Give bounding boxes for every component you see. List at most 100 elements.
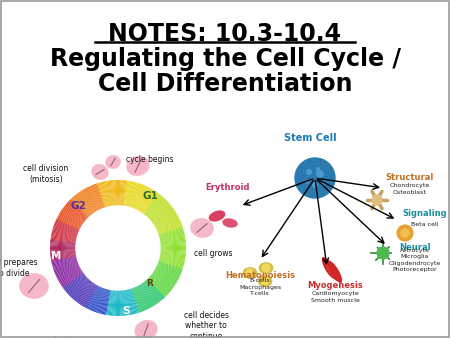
Wedge shape (74, 195, 91, 216)
Wedge shape (143, 193, 159, 214)
Wedge shape (69, 277, 88, 296)
Wedge shape (51, 255, 76, 260)
Wedge shape (119, 180, 122, 206)
Wedge shape (60, 270, 82, 284)
Circle shape (306, 169, 312, 175)
Wedge shape (89, 286, 101, 310)
Ellipse shape (20, 274, 48, 298)
Wedge shape (160, 253, 185, 258)
Wedge shape (138, 285, 151, 308)
Wedge shape (83, 284, 97, 307)
Wedge shape (126, 289, 132, 315)
Wedge shape (160, 246, 186, 247)
Wedge shape (142, 192, 158, 214)
Wedge shape (51, 234, 77, 240)
Wedge shape (63, 207, 85, 223)
Wedge shape (100, 289, 108, 314)
Wedge shape (138, 189, 152, 212)
Wedge shape (105, 181, 111, 207)
Circle shape (316, 167, 320, 171)
Wedge shape (153, 270, 176, 284)
Wedge shape (50, 241, 76, 244)
Wedge shape (54, 263, 79, 273)
Wedge shape (81, 283, 96, 306)
Wedge shape (58, 216, 81, 229)
Wedge shape (125, 289, 130, 315)
Wedge shape (62, 272, 84, 288)
Wedge shape (156, 266, 180, 278)
Wedge shape (130, 183, 139, 208)
Wedge shape (143, 282, 159, 303)
Wedge shape (67, 202, 87, 220)
Wedge shape (97, 288, 106, 313)
Wedge shape (158, 262, 182, 271)
Wedge shape (54, 262, 79, 271)
Wedge shape (138, 188, 151, 211)
Wedge shape (135, 286, 146, 311)
Circle shape (316, 170, 324, 178)
Text: Beta cell: Beta cell (411, 222, 439, 227)
Wedge shape (134, 287, 144, 311)
Wedge shape (135, 286, 147, 310)
Text: replication
of DNA: replication of DNA (41, 336, 82, 338)
Wedge shape (83, 189, 97, 212)
Wedge shape (116, 180, 117, 206)
Wedge shape (131, 183, 140, 208)
Circle shape (262, 264, 270, 272)
Wedge shape (110, 180, 113, 206)
Wedge shape (57, 217, 81, 230)
Wedge shape (111, 180, 114, 206)
Wedge shape (75, 281, 92, 301)
Wedge shape (62, 271, 84, 287)
Text: Regulating the Cell Cycle /: Regulating the Cell Cycle / (50, 47, 400, 71)
Wedge shape (159, 234, 185, 240)
Wedge shape (50, 248, 76, 249)
Wedge shape (125, 289, 131, 315)
Wedge shape (145, 279, 163, 299)
Wedge shape (96, 288, 105, 313)
Wedge shape (119, 290, 122, 316)
Text: Myogenesis: Myogenesis (307, 281, 363, 290)
Wedge shape (50, 250, 76, 253)
Wedge shape (60, 270, 83, 285)
Wedge shape (132, 184, 142, 209)
Ellipse shape (92, 165, 108, 179)
Wedge shape (125, 181, 130, 207)
Wedge shape (157, 221, 181, 232)
Text: cell division
(mitosis): cell division (mitosis) (23, 164, 68, 184)
Wedge shape (158, 258, 184, 266)
Wedge shape (58, 268, 81, 281)
Wedge shape (158, 260, 183, 269)
Wedge shape (151, 273, 172, 290)
Wedge shape (80, 191, 95, 213)
Wedge shape (51, 256, 77, 262)
Wedge shape (90, 286, 102, 311)
Wedge shape (138, 284, 152, 308)
Circle shape (312, 182, 318, 188)
Wedge shape (151, 205, 171, 222)
Wedge shape (160, 251, 186, 254)
Wedge shape (159, 255, 185, 260)
Wedge shape (71, 278, 90, 298)
Wedge shape (159, 258, 184, 264)
Wedge shape (156, 219, 180, 231)
Wedge shape (93, 185, 103, 209)
Wedge shape (130, 288, 139, 313)
Wedge shape (124, 181, 129, 207)
Wedge shape (140, 190, 154, 212)
Text: G2: G2 (70, 201, 86, 211)
Wedge shape (154, 214, 177, 227)
Wedge shape (100, 182, 108, 208)
Text: S: S (122, 306, 130, 316)
Wedge shape (122, 180, 126, 206)
Circle shape (76, 206, 160, 290)
Wedge shape (132, 287, 142, 312)
Wedge shape (71, 198, 90, 218)
Wedge shape (51, 235, 77, 241)
Text: Cell Differentiation: Cell Differentiation (98, 72, 352, 96)
Wedge shape (160, 243, 186, 246)
Wedge shape (55, 264, 80, 276)
Wedge shape (159, 255, 185, 261)
Wedge shape (153, 209, 174, 224)
Wedge shape (58, 268, 81, 282)
